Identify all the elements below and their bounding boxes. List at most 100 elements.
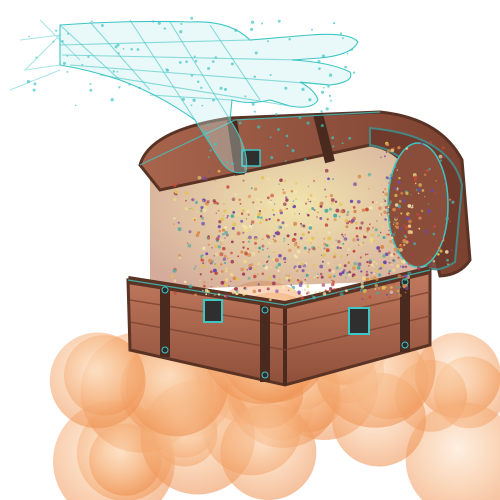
- sparkle-particle: [307, 271, 310, 275]
- sparkle-particle: [271, 249, 274, 252]
- sparkle-particle: [218, 229, 222, 233]
- sparkle-particle: [375, 233, 380, 237]
- sparkle-particle: [402, 239, 407, 243]
- hand-node: [285, 160, 287, 162]
- sparkle-particle: [356, 238, 360, 242]
- sparkle-particle: [201, 221, 205, 226]
- sparkle-particle: [334, 200, 338, 204]
- sparkle-particle: [301, 262, 304, 266]
- sparkle-particle: [450, 249, 453, 252]
- sparkle-particle: [224, 237, 226, 239]
- sparkle-particle: [327, 231, 331, 235]
- sparkle-particle: [406, 212, 410, 216]
- sparkle-particle: [403, 243, 406, 246]
- sparkle-particle: [365, 270, 369, 273]
- sparkle-particle: [290, 189, 294, 193]
- sparkle-particle: [354, 221, 359, 225]
- hand-node: [128, 83, 131, 86]
- hand-node: [122, 48, 125, 50]
- sparkle-particle: [230, 259, 235, 264]
- sparkle-particle: [392, 146, 396, 150]
- sparkle-particle: [384, 205, 388, 209]
- sparkle-particle: [264, 265, 269, 270]
- hand-node: [211, 60, 215, 63]
- sparkle-particle: [365, 277, 370, 282]
- sparkle-particle: [226, 211, 229, 214]
- sparkle-particle: [435, 179, 438, 182]
- sparkle-particle: [293, 224, 296, 226]
- sparkle-particle: [267, 177, 270, 180]
- sparkle-particle: [205, 293, 208, 296]
- sparkle-particle: [319, 272, 323, 276]
- sparkle-particle: [395, 221, 399, 226]
- sparkle-particle: [383, 210, 387, 214]
- sparkle-particle: [261, 272, 265, 276]
- hand-node: [116, 70, 119, 73]
- sparkle-particle: [384, 192, 389, 197]
- sparkle-particle: [222, 232, 225, 236]
- sparkle-particle: [410, 253, 414, 257]
- sparkle-particle: [344, 234, 346, 236]
- sparkle-particle: [271, 209, 274, 212]
- sparkle-particle: [220, 217, 224, 221]
- sparkle-particle: [397, 207, 401, 211]
- sparkle-particle: [252, 289, 257, 294]
- sparkle-particle: [212, 199, 216, 203]
- sparkle-particle: [203, 205, 208, 210]
- sparkle-particle: [338, 264, 342, 267]
- sparkle-particle: [224, 230, 228, 235]
- hand-node: [214, 56, 218, 59]
- sparkle-particle: [201, 264, 206, 269]
- sparkle-particle: [323, 247, 326, 250]
- sparkle-particle: [404, 274, 408, 278]
- sparkle-particle: [387, 206, 390, 209]
- sparkle-particle: [280, 258, 282, 260]
- sparkle-particle: [420, 209, 424, 213]
- sparkle-particle: [370, 277, 373, 280]
- sparkle-particle: [223, 203, 225, 205]
- sparkle-particle: [213, 179, 216, 182]
- sparkle-particle: [289, 278, 294, 282]
- sparkle-particle: [284, 261, 286, 264]
- sparkle-particle: [352, 249, 356, 253]
- sparkle-particle: [407, 204, 412, 208]
- sparkle-particle: [360, 284, 365, 289]
- sparkle-particle: [234, 286, 237, 289]
- sparkle-particle: [360, 270, 363, 273]
- sparkle-particle: [248, 266, 251, 269]
- sparkle-particle: [358, 226, 363, 230]
- sparkle-particle: [335, 239, 337, 242]
- sparkle-particle: [349, 199, 354, 204]
- sparkle-particle: [402, 258, 404, 260]
- sparkle-particle: [303, 210, 306, 212]
- sparkle-particle: [214, 263, 219, 268]
- sparkle-particle: [173, 279, 177, 283]
- sparkle-particle: [362, 288, 367, 293]
- sparkle-particle: [398, 286, 402, 289]
- sparkle-particle: [430, 188, 434, 193]
- sparkle-particle: [346, 210, 350, 214]
- sparkle-particle: [392, 282, 396, 285]
- sparkle-particle: [397, 274, 402, 278]
- sparkle-particle: [247, 213, 250, 216]
- hand-node: [212, 98, 215, 102]
- sparkle-particle: [250, 266, 253, 269]
- sparkle-particle: [395, 286, 399, 289]
- hand-node: [341, 142, 344, 145]
- sparkle-particle: [226, 214, 229, 217]
- sparkle-particle: [236, 231, 241, 236]
- hand-node: [328, 94, 332, 98]
- chest-lid: [138, 110, 472, 278]
- hand-node: [234, 28, 238, 32]
- hand-node: [328, 73, 333, 77]
- sparkle-particle: [299, 225, 302, 228]
- sparkle-particle: [278, 278, 282, 282]
- sparkle-particle: [378, 206, 382, 211]
- sparkle-particle: [173, 183, 177, 187]
- sparkle-particle: [388, 229, 390, 232]
- sparkle-particle: [338, 272, 343, 276]
- sparkle-particle: [320, 254, 323, 256]
- sparkle-particle: [381, 285, 386, 290]
- sparkle-particle: [398, 293, 402, 298]
- sparkle-particle: [364, 233, 367, 237]
